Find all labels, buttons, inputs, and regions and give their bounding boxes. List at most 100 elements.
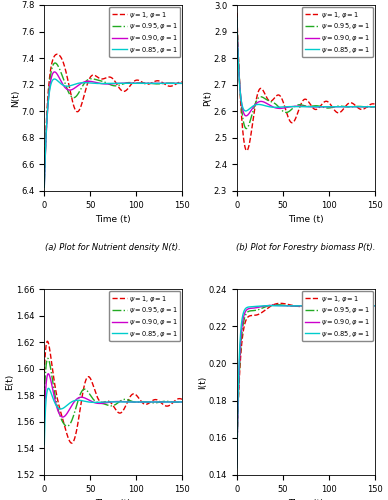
$\psi=0.85, \varphi=1$	[298, 303, 303, 309]
Line: $\psi=0.85, \varphi=1$: $\psi=0.85, \varphi=1$	[44, 79, 182, 188]
Line: $\psi=0.90, \varphi=1$: $\psi=0.90, \varphi=1$	[44, 72, 182, 186]
$\psi=0.85, \varphi=1$	[52, 76, 57, 82]
$\psi=0.90, \varphi=1$	[180, 80, 184, 86]
Line: $\psi=0.95, \varphi=1$: $\psi=0.95, \varphi=1$	[237, 18, 374, 128]
$\psi=0.90, \varphi=1$	[234, 17, 239, 23]
$\psi=1, \varphi=1$	[234, 10, 239, 16]
$\psi=0.95, \varphi=1$	[65, 423, 69, 429]
Y-axis label: I(t): I(t)	[198, 376, 207, 388]
Text: (a) Plot for Nutrient density N(t).: (a) Plot for Nutrient density N(t).	[45, 243, 181, 252]
$\psi=0.85, \varphi=1$	[180, 399, 184, 405]
$\psi=0.85, \varphi=1$	[151, 399, 155, 405]
$\psi=1, \varphi=1$	[42, 369, 47, 375]
$\psi=1, \varphi=1$	[151, 398, 155, 404]
Line: $\psi=0.95, \varphi=1$: $\psi=0.95, \varphi=1$	[44, 63, 182, 183]
$\psi=0.85, \varphi=1$	[49, 80, 54, 86]
$\psi=0.95, \varphi=1$	[42, 396, 47, 402]
$\psi=0.85, \varphi=1$	[176, 399, 180, 405]
$\psi=0.85, \varphi=1$	[46, 386, 51, 392]
$\psi=0.85, \varphi=1$	[109, 399, 114, 405]
$\psi=0.95, \varphi=1$	[151, 80, 155, 86]
$\psi=1, \varphi=1$	[42, 172, 47, 177]
$\psi=0.95, \varphi=1$	[368, 303, 373, 309]
$\psi=0.85, \varphi=1$	[372, 303, 377, 309]
$\psi=0.90, \varphi=1$	[49, 74, 54, 80]
Line: $\psi=0.85, \varphi=1$: $\psi=0.85, \varphi=1$	[237, 17, 374, 111]
$\psi=0.95, \varphi=1$	[176, 399, 180, 405]
$\psi=0.90, \varphi=1$	[180, 399, 184, 405]
$\psi=0.95, \varphi=1$	[180, 399, 184, 405]
$\psi=0.85, \varphi=1$	[42, 184, 47, 190]
$\psi=0.95, \varphi=1$	[106, 80, 110, 86]
X-axis label: Time (t): Time (t)	[95, 215, 131, 224]
$\psi=0.90, \varphi=1$	[109, 81, 114, 87]
$\psi=1, \varphi=1$	[368, 303, 373, 309]
Legend: $\psi=1, \varphi=1$, $\psi=0.95, \varphi=1$, $\psi=0.90, \varphi=1$, $\psi=0.85,: $\psi=1, \varphi=1$, $\psi=0.95, \varphi…	[109, 7, 180, 58]
$\psi=1, \varphi=1$	[49, 358, 54, 364]
$\psi=0.95, \varphi=1$	[372, 303, 377, 309]
$\psi=1, \varphi=1$	[242, 325, 246, 331]
$\psi=1, \varphi=1$	[176, 396, 180, 402]
$\psi=1, \varphi=1$	[368, 102, 373, 107]
$\psi=0.85, \varphi=1$	[301, 104, 306, 110]
$\psi=0.85, \varphi=1$	[176, 399, 180, 405]
$\psi=1, \varphi=1$	[343, 303, 348, 309]
$\psi=1, \varphi=1$	[106, 74, 110, 80]
$\psi=0.90, \varphi=1$	[106, 81, 110, 87]
$\psi=0.90, \varphi=1$	[176, 80, 180, 86]
$\psi=1, \varphi=1$	[298, 103, 303, 109]
$\psi=0.85, \varphi=1$	[368, 104, 373, 110]
$\psi=1, \varphi=1$	[372, 303, 377, 309]
$\psi=0.90, \varphi=1$	[46, 370, 50, 376]
$\psi=0.85, \varphi=1$	[49, 391, 54, 397]
$\psi=0.85, \varphi=1$	[176, 80, 180, 86]
$\psi=0.85, \varphi=1$	[242, 308, 246, 314]
$\psi=1, \varphi=1$	[180, 78, 184, 84]
$\psi=0.90, \varphi=1$	[244, 113, 248, 119]
$\psi=1, \varphi=1$	[49, 62, 54, 68]
$\psi=0.85, \varphi=1$	[301, 303, 306, 309]
$\psi=0.90, \varphi=1$	[372, 303, 377, 309]
$\psi=0.90, \varphi=1$	[372, 104, 377, 110]
Line: $\psi=1, \varphi=1$: $\psi=1, \varphi=1$	[44, 342, 182, 443]
Line: $\psi=0.95, \varphi=1$: $\psi=0.95, \varphi=1$	[237, 304, 374, 458]
$\psi=0.90, \varphi=1$	[298, 103, 303, 109]
$\psi=0.95, \varphi=1$	[301, 102, 306, 108]
$\psi=0.95, \varphi=1$	[234, 16, 239, 22]
$\psi=0.90, \varphi=1$	[368, 104, 373, 110]
$\psi=0.85, \varphi=1$	[176, 80, 180, 86]
$\psi=0.95, \varphi=1$	[242, 120, 246, 126]
$\psi=0.85, \varphi=1$	[180, 80, 184, 86]
Text: (b) Plot for Forestry biomass P(t).: (b) Plot for Forestry biomass P(t).	[236, 243, 376, 252]
$\psi=0.95, \varphi=1$	[53, 60, 57, 66]
$\psi=0.95, \varphi=1$	[180, 80, 184, 86]
$\psi=1, \varphi=1$	[176, 80, 180, 86]
$\psi=1, \varphi=1$	[301, 96, 306, 102]
$\psi=0.90, \varphi=1$	[151, 80, 155, 86]
$\psi=0.95, \varphi=1$	[42, 180, 47, 186]
Legend: $\psi=1, \varphi=1$, $\psi=0.95, \varphi=1$, $\psi=0.90, \varphi=1$, $\psi=0.85,: $\psi=1, \varphi=1$, $\psi=0.95, \varphi…	[302, 291, 372, 342]
$\psi=0.90, \varphi=1$	[176, 399, 180, 405]
$\psi=0.90, \varphi=1$	[176, 80, 180, 86]
$\psi=0.90, \varphi=1$	[52, 69, 57, 75]
X-axis label: Time (t): Time (t)	[288, 215, 324, 224]
$\psi=0.85, \varphi=1$	[234, 14, 239, 20]
$\psi=0.90, \varphi=1$	[343, 104, 348, 110]
$\psi=0.95, \varphi=1$	[176, 80, 180, 86]
$\psi=1, \varphi=1$	[278, 300, 282, 306]
Line: $\psi=1, \varphi=1$: $\psi=1, \varphi=1$	[237, 304, 374, 449]
$\psi=0.95, \varphi=1$	[176, 80, 180, 86]
$\psi=0.95, \varphi=1$	[151, 400, 155, 406]
$\psi=0.90, \varphi=1$	[242, 110, 246, 116]
$\psi=1, \varphi=1$	[242, 138, 246, 143]
$\psi=0.90, \varphi=1$	[234, 461, 239, 467]
$\psi=1, \varphi=1$	[176, 80, 180, 86]
$\psi=0.95, \varphi=1$	[109, 403, 114, 409]
$\psi=0.85, \varphi=1$	[242, 107, 246, 113]
$\psi=0.95, \varphi=1$	[368, 104, 373, 110]
$\psi=0.95, \varphi=1$	[234, 456, 239, 462]
Legend: $\psi=1, \varphi=1$, $\psi=0.95, \varphi=1$, $\psi=0.90, \varphi=1$, $\psi=0.85,: $\psi=1, \varphi=1$, $\psi=0.95, \varphi…	[109, 291, 180, 342]
$\psi=1, \varphi=1$	[301, 304, 306, 310]
$\psi=0.85, \varphi=1$	[368, 104, 373, 110]
$\psi=0.90, \varphi=1$	[270, 302, 275, 308]
